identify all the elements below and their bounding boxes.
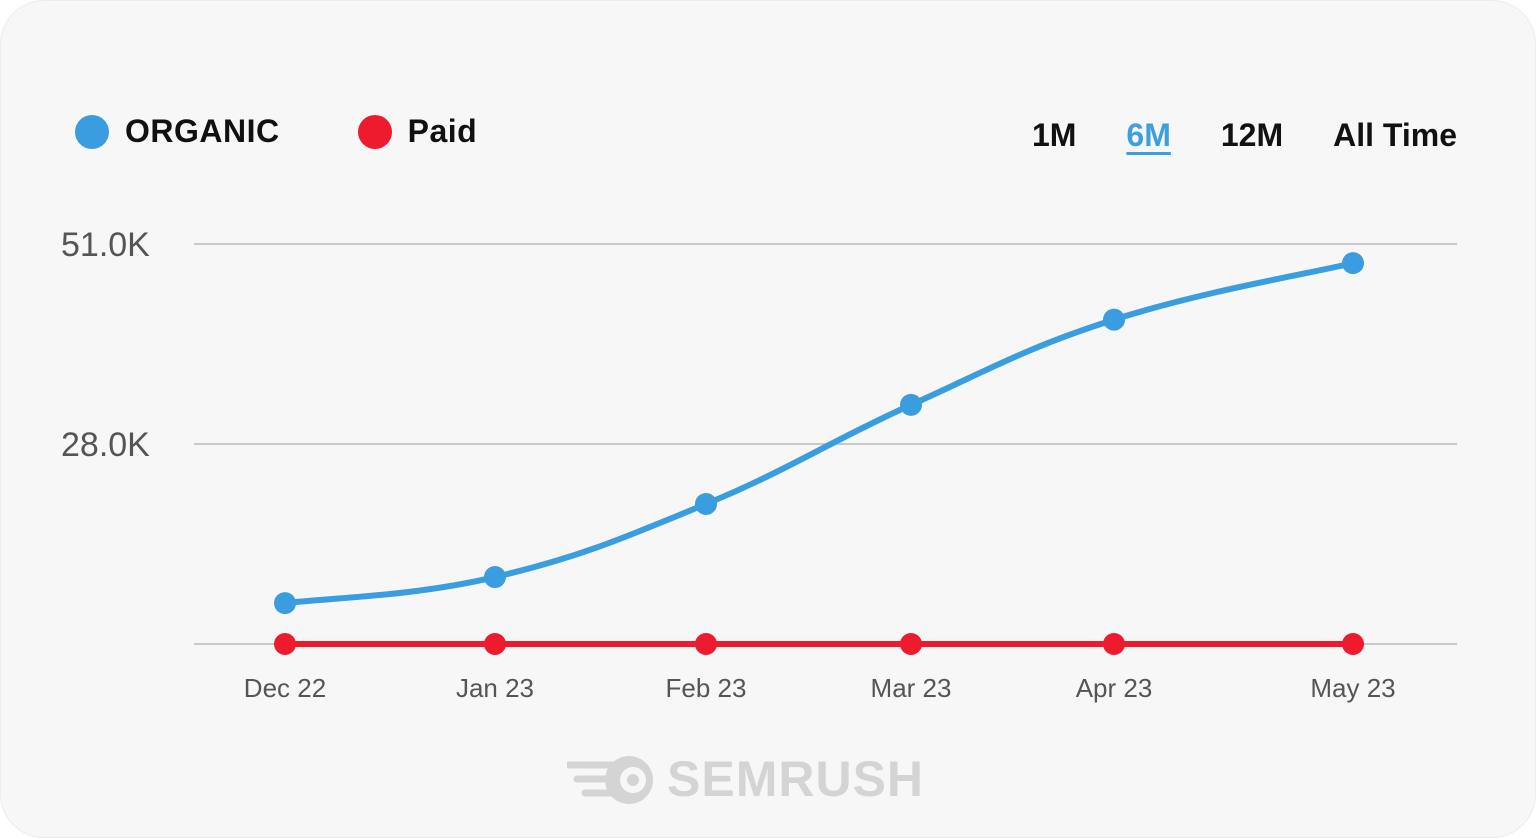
semrush-logo: SEMRUSH xyxy=(567,749,924,809)
semrush-fireball-icon xyxy=(567,756,653,804)
range-6m-button[interactable]: 6M xyxy=(1126,117,1171,153)
legend-label-paid: Paid xyxy=(407,113,478,149)
data-point-paid[interactable] xyxy=(1342,633,1364,655)
range-all-time-button[interactable]: All Time xyxy=(1333,117,1457,153)
data-point-paid[interactable] xyxy=(1103,633,1125,655)
y-tick-label: 28.0K xyxy=(61,426,150,464)
x-tick-label: Dec 22 xyxy=(244,673,326,703)
x-tick-label: May 23 xyxy=(1310,673,1395,703)
series-line-organic xyxy=(282,260,1356,607)
data-point-paid[interactable] xyxy=(484,633,506,655)
series-lines xyxy=(282,260,1356,648)
semrush-logo-text: SEMRUSH xyxy=(667,751,925,807)
data-point-organic[interactable] xyxy=(1103,308,1125,331)
range-12m-button[interactable]: 12M xyxy=(1220,117,1284,153)
y-tick-label: 51.0K xyxy=(61,226,150,264)
data-point-paid[interactable] xyxy=(695,633,717,655)
data-point-paid[interactable] xyxy=(900,633,922,655)
x-axis-labels: Dec 22 Jan 23 Feb 23 Mar 23 Apr 23 May 23 xyxy=(244,673,1396,703)
legend-label-organic: ORGANIC xyxy=(125,113,280,149)
data-point-paid[interactable] xyxy=(274,633,296,655)
data-point-organic[interactable] xyxy=(274,592,296,615)
x-tick-label: Jan 23 xyxy=(456,673,534,703)
x-tick-label: Feb 23 xyxy=(666,673,747,703)
time-range-selector: 1M 6M 12M All Time xyxy=(982,113,1457,157)
data-point-organic[interactable] xyxy=(1342,252,1364,275)
chart-legend: ORGANIC Paid xyxy=(75,113,555,150)
data-point-organic[interactable] xyxy=(695,493,717,515)
legend-swatch-paid xyxy=(357,114,392,149)
data-point-organic[interactable] xyxy=(484,566,506,589)
data-point-organic[interactable] xyxy=(900,393,922,416)
legend-item-paid[interactable]: Paid xyxy=(357,113,478,150)
legend-item-organic[interactable]: ORGANIC xyxy=(75,113,280,150)
series-points xyxy=(274,252,1364,655)
y-axis-labels: 28.0K 51.0K xyxy=(61,226,150,464)
range-1m-button[interactable]: 1M xyxy=(1031,117,1077,153)
x-tick-label: Apr 23 xyxy=(1076,673,1153,703)
x-tick-label: Mar 23 xyxy=(871,673,952,703)
legend-swatch-organic xyxy=(75,114,109,149)
